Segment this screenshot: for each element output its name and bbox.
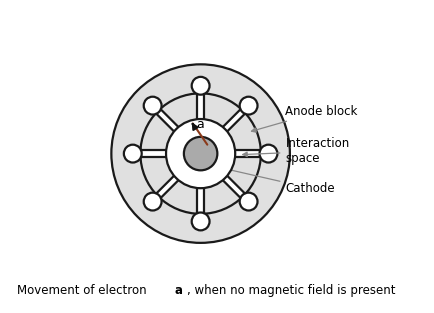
Circle shape <box>191 77 209 95</box>
Circle shape <box>239 192 257 211</box>
Polygon shape <box>197 187 203 214</box>
Polygon shape <box>222 175 245 199</box>
Polygon shape <box>155 109 179 132</box>
Circle shape <box>259 145 277 162</box>
Circle shape <box>184 137 217 170</box>
Circle shape <box>143 192 161 211</box>
Text: , when no magnetic field is present: , when no magnetic field is present <box>187 284 395 297</box>
Polygon shape <box>222 109 245 132</box>
Polygon shape <box>140 151 167 157</box>
Text: Cathode: Cathode <box>221 167 334 195</box>
Circle shape <box>111 64 289 243</box>
Circle shape <box>143 97 161 115</box>
Polygon shape <box>197 93 203 120</box>
Polygon shape <box>233 151 261 157</box>
Text: Interaction
space: Interaction space <box>242 137 349 165</box>
Polygon shape <box>155 175 179 199</box>
Text: a: a <box>174 284 182 297</box>
Circle shape <box>124 145 141 162</box>
Text: Anode block: Anode block <box>251 105 357 132</box>
Text: a: a <box>196 118 204 131</box>
Text: Movement of electron: Movement of electron <box>17 284 151 297</box>
Circle shape <box>191 213 209 230</box>
Circle shape <box>140 93 260 214</box>
Circle shape <box>166 119 235 188</box>
Circle shape <box>239 97 257 115</box>
